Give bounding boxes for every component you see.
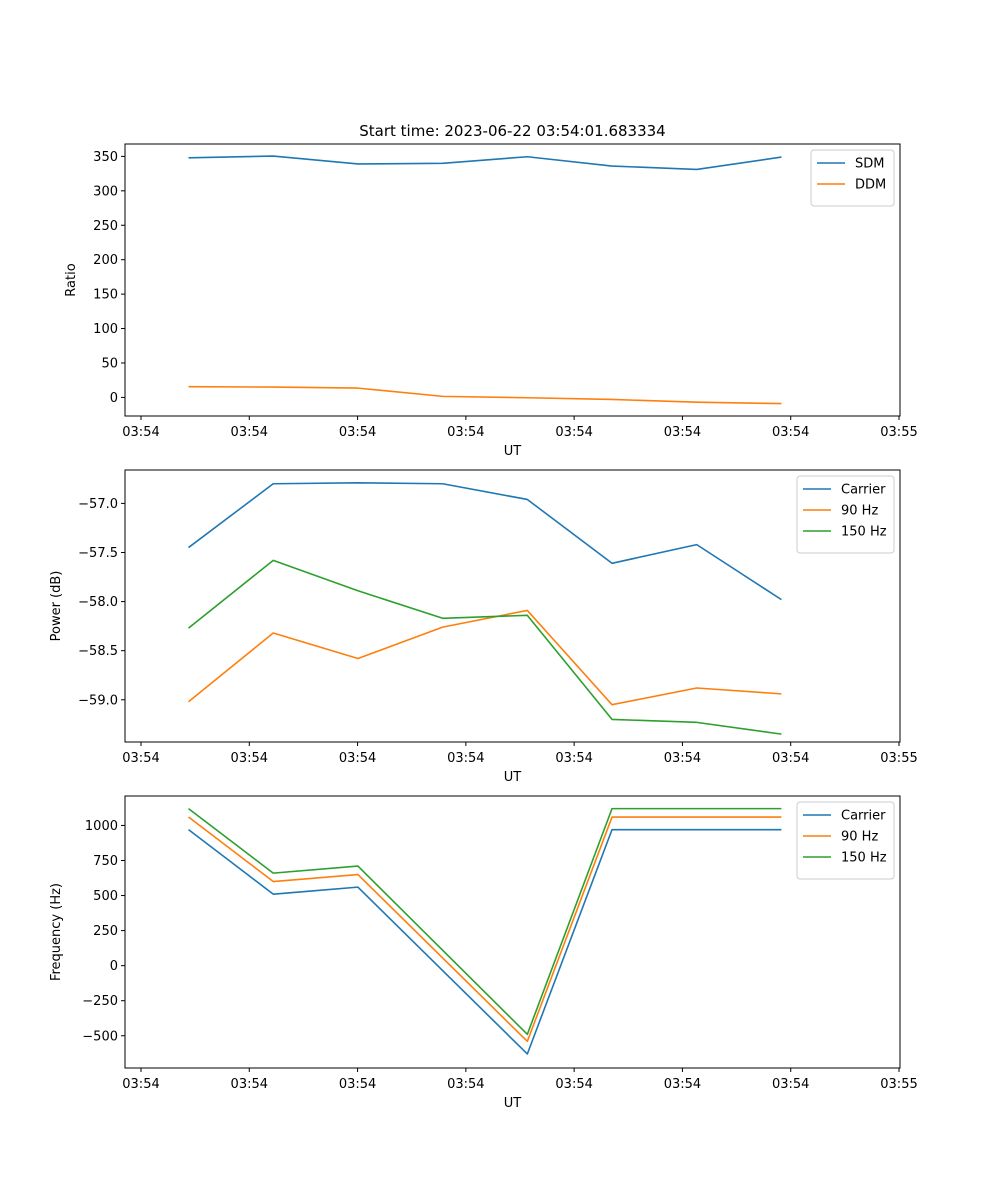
legend-label: DDM [855, 178, 886, 193]
x-tick-label: 03:54 [122, 425, 159, 440]
y-axis-label: Power (dB) [49, 571, 64, 642]
y-tick-label: −58.0 [78, 595, 118, 610]
axes-frame [124, 469, 901, 743]
legend-box [796, 801, 895, 880]
legend-label: 150 Hz [841, 851, 887, 866]
x-axis: 03:54 03:54 03:54 03:54 03:54 03:54 03:54 03:55 [122, 1068, 918, 1092]
legend-box [796, 475, 895, 554]
y-tick-label: −250 [82, 994, 118, 1009]
series-line-sdm [188, 155, 782, 171]
y-tick-label: 250 [93, 924, 118, 939]
x-tick-label: 03:54 [339, 1077, 376, 1092]
x-tick-label: 03:54 [339, 751, 376, 766]
x-tick-label: 03:55 [880, 1077, 917, 1092]
legend: Carrier 90 Hz 150 Hz [796, 475, 895, 554]
series-line-carrier [188, 481, 782, 601]
x-tick-label: 03:54 [122, 751, 159, 766]
y-tick-label: 50 [101, 356, 118, 371]
x-tick-label: 03:54 [772, 751, 809, 766]
x-axis: 03:54 03:54 03:54 03:54 03:54 03:54 03:54 03:55 [122, 416, 918, 440]
y-axis: −500 −250 0 250 500 750 1000 [82, 819, 125, 1044]
figure-title: Start time: 2023-06-22 03:54:01.683334 [359, 122, 665, 140]
y-tick-label: 150 [93, 288, 118, 303]
series-line-90-hz [188, 816, 782, 1043]
y-tick-label: −58.5 [78, 644, 118, 659]
legend-label: Carrier [841, 483, 886, 498]
legend-box [810, 149, 895, 207]
y-tick-label: 500 [93, 889, 118, 904]
y-tick-label: 1000 [85, 819, 118, 834]
y-tick-label: 250 [93, 219, 118, 234]
legend-label: 150 Hz [841, 525, 887, 540]
x-tick-label: 03:54 [555, 425, 592, 440]
legend-label: 90 Hz [841, 504, 878, 519]
y-tick-label: −57.5 [78, 546, 118, 561]
x-axis-label: UT [504, 444, 522, 459]
y-tick-label: 750 [93, 854, 118, 869]
series-line-150-hz [188, 559, 782, 735]
series-line-150-hz [188, 807, 782, 1036]
axes-frame [124, 795, 901, 1069]
y-tick-label: −57.0 [78, 497, 118, 512]
y-axis-label: Ratio [64, 263, 79, 296]
x-tick-label: 03:54 [772, 1077, 809, 1092]
y-tick-label: 350 [93, 150, 118, 165]
legend: SDM DDM [810, 149, 895, 207]
x-tick-label: 03:54 [772, 425, 809, 440]
series-line-90-hz [188, 609, 782, 706]
x-tick-label: 03:54 [122, 1077, 159, 1092]
x-tick-label: 03:55 [880, 751, 917, 766]
y-tick-label: −59.0 [78, 693, 118, 708]
axes-frame [124, 143, 901, 417]
series-group [188, 807, 782, 1055]
x-tick-label: 03:54 [555, 1077, 592, 1092]
legend-label: Carrier [841, 809, 886, 824]
y-axis: 0 50 100 150 200 250 300 350 [93, 150, 125, 406]
x-axis: 03:54 03:54 03:54 03:54 03:54 03:54 03:54 03:55 [122, 742, 918, 766]
panel-2: 03:54 03:54 03:54 03:54 03:54 03:54 03:54 03:55… [49, 469, 918, 785]
x-axis-label: UT [504, 770, 522, 785]
x-tick-label: 03:54 [447, 425, 484, 440]
y-tick-label: 100 [93, 322, 118, 337]
x-tick-label: 03:54 [664, 751, 701, 766]
panel-1: 03:54 03:54 03:54 03:54 03:54 03:54 03:54 03:55… [64, 143, 918, 459]
legend: Carrier 90 Hz 150 Hz [796, 801, 895, 880]
series-line-carrier [188, 828, 782, 1055]
x-tick-label: 03:54 [664, 425, 701, 440]
y-axis-label: Frequency (Hz) [49, 883, 64, 981]
x-axis-label: UT [504, 1096, 522, 1111]
y-axis: −59.0 −58.5 −58.0 −57.5 −57.0 [78, 497, 125, 708]
y-tick-label: 300 [93, 184, 118, 199]
y-tick-label: 0 [110, 959, 118, 974]
series-line-ddm [188, 385, 782, 405]
y-tick-label: −500 [82, 1029, 118, 1044]
x-tick-label: 03:54 [231, 751, 268, 766]
x-tick-label: 03:54 [555, 751, 592, 766]
legend-label: SDM [855, 157, 884, 172]
series-group [188, 155, 782, 405]
y-tick-label: 0 [110, 391, 118, 406]
x-tick-label: 03:54 [339, 425, 376, 440]
x-tick-label: 03:55 [880, 425, 917, 440]
x-tick-label: 03:54 [447, 1077, 484, 1092]
panel-3: 03:54 03:54 03:54 03:54 03:54 03:54 03:54 03:55… [49, 795, 918, 1111]
y-tick-label: 200 [93, 253, 118, 268]
legend-label: 90 Hz [841, 830, 878, 845]
x-tick-label: 03:54 [447, 751, 484, 766]
series-group [188, 481, 782, 735]
x-tick-label: 03:54 [231, 1077, 268, 1092]
x-tick-label: 03:54 [231, 425, 268, 440]
x-tick-label: 03:54 [664, 1077, 701, 1092]
